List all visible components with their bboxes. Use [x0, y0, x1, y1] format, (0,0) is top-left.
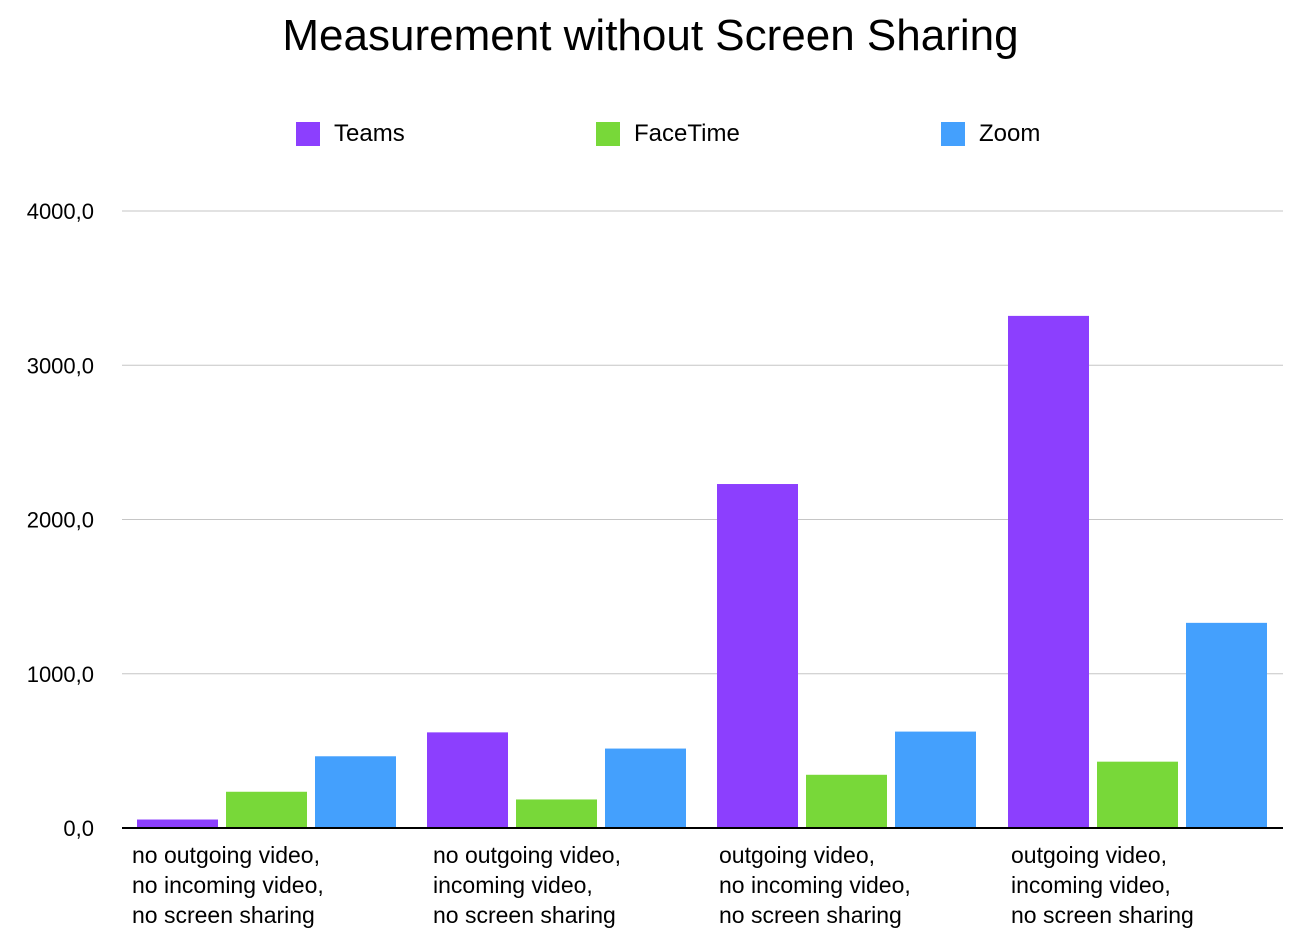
x-category-label: no outgoing video, no incoming video, no s… — [132, 840, 324, 930]
bar-teams-3 — [717, 484, 798, 828]
legend-item-zoom: Zoom — [941, 116, 1040, 152]
bar-facetime-2 — [516, 799, 597, 828]
bar-teams-2 — [427, 732, 508, 828]
x-category-label-line: outgoing video, — [719, 842, 876, 868]
bar-zoom-4 — [1186, 622, 1267, 828]
legend-label-zoom: Zoom — [979, 120, 1041, 147]
bar-facetime-4 — [1097, 761, 1178, 828]
legend-label-facetime: FaceTime — [634, 120, 740, 147]
x-category-label-line: no incoming video, — [132, 872, 324, 898]
legend-swatch-zoom — [941, 122, 965, 146]
legend-label-teams: Teams — [334, 120, 405, 147]
x-category-label-line: no screen sharing — [132, 902, 315, 928]
x-category-label-line: incoming video, — [1011, 872, 1171, 898]
axes: 0,0 1000,0 2000,0 3000,0 4000,0 — [27, 199, 1283, 841]
bar-facetime-3 — [806, 774, 887, 828]
x-category-label-line: no incoming video, — [719, 872, 911, 898]
y-tick-label: 1000,0 — [27, 662, 94, 687]
bar-zoom-3 — [895, 731, 976, 828]
x-category-label-line: outgoing video, — [1011, 842, 1168, 868]
bar-facetime-1 — [226, 791, 307, 828]
bar-zoom-1 — [315, 756, 396, 828]
x-category-label-line: no outgoing video, — [132, 842, 320, 868]
legend-item-facetime: FaceTime — [596, 116, 740, 152]
x-category-label-line: no screen sharing — [433, 902, 616, 928]
grid-lines — [122, 210, 1283, 675]
chart-title: Measurement without Screen Sharing — [282, 11, 1019, 60]
x-category-label-line: incoming video, — [433, 872, 593, 898]
y-tick-label: 0,0 — [63, 816, 94, 841]
x-category-label: outgoing video, no incoming video, no scre… — [719, 840, 911, 930]
x-category-label-line: no screen sharing — [719, 902, 902, 928]
y-tick-label: 3000,0 — [27, 353, 94, 378]
legend-item-teams: Teams — [296, 116, 405, 152]
legend-swatch-facetime — [596, 122, 620, 146]
bar-teams-4 — [1008, 315, 1089, 828]
x-category-label: no outgoing video, incoming video, no scre… — [433, 840, 621, 930]
legend: Teams FaceTime Zoom — [0, 116, 1301, 152]
x-category-label: outgoing video, incoming video, no screen … — [1011, 840, 1194, 930]
x-category-label-line: no outgoing video, — [433, 842, 621, 868]
bars — [137, 315, 1267, 828]
x-category-label-line: no screen sharing — [1011, 902, 1194, 928]
bar-zoom-2 — [605, 748, 686, 828]
y-tick-label: 2000,0 — [27, 508, 94, 533]
legend-swatch-teams — [296, 122, 320, 146]
bar-teams-1 — [137, 819, 218, 828]
y-tick-label: 4000,0 — [27, 199, 94, 224]
